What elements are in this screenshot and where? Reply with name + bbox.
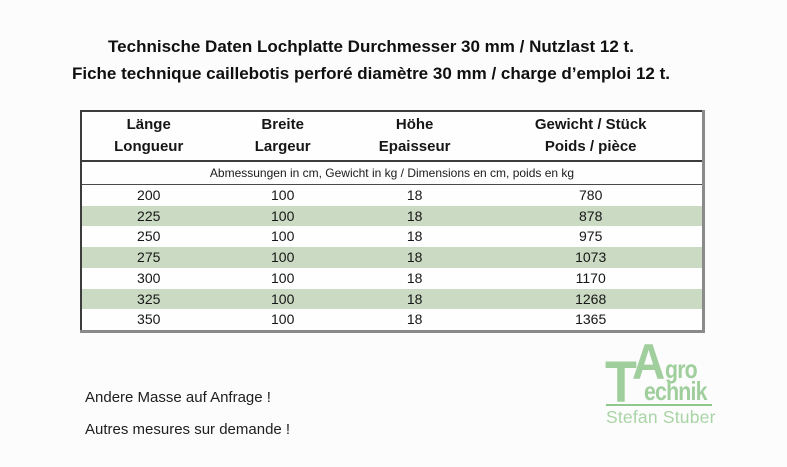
table-cell: 100 [271, 290, 295, 307]
table-cell: 1170 [575, 269, 606, 286]
table-cell: 18 [406, 311, 423, 328]
column-header-width-de: Breite [261, 116, 304, 133]
table-row: 275 100 18 1073 [81, 247, 704, 268]
logo-divider-line [606, 404, 712, 406]
table-row: 225 100 18 878 [81, 205, 704, 227]
logo-letter-t: T [605, 350, 637, 415]
column-header-length-de: Länge [126, 116, 171, 133]
table-cell: 225 [137, 207, 161, 224]
spec-table-body: 200 100 18 780 225 100 18 878 250 100 18 975 275 100 1… [81, 185, 704, 332]
table-row: 325 100 18 1268 [81, 288, 704, 310]
table-cell: 100 [271, 269, 295, 286]
title-block: Technische Daten Lochplatte Durchmesser … [0, 33, 742, 87]
note-german: Andere Masse auf Anfrage ! [85, 389, 271, 406]
table-row: 200 100 18 780 [81, 185, 704, 206]
table-cell: 100 [271, 249, 295, 266]
table-cell: 100 [271, 207, 295, 224]
logo-owner-name: Stefan Stuber [606, 407, 716, 427]
column-header-width-fr: Largeur [254, 138, 311, 155]
page-title-french: Fiche technique caillebotis perforé diam… [71, 64, 670, 83]
table-cell: 200 [137, 187, 161, 203]
table-cell: 250 [137, 228, 161, 245]
logo-word-echnik: echnik [644, 376, 707, 406]
table-cell: 1268 [575, 290, 607, 307]
table-cell: 18 [406, 269, 423, 286]
column-header-height-de: Höhe [395, 116, 434, 133]
table-cell: 18 [406, 207, 423, 224]
table-row: 350 100 18 1365 [81, 309, 704, 331]
units-note: Abmessungen in cm, Gewicht in kg / Dimen… [81, 161, 704, 185]
spec-table: Länge Longueur Breite Largeur Höhe Epais… [80, 110, 705, 333]
logo-word-gro: gro [665, 354, 698, 384]
table-cell: 325 [137, 290, 161, 307]
column-header-weight: Gewicht / Stück Poids / pièce [479, 111, 704, 162]
table-row: 300 100 18 1170 [81, 268, 704, 289]
column-header-width: Breite Largeur [215, 111, 350, 162]
column-header-height: Höhe Epaisseur [349, 111, 480, 162]
table-cell: 18 [406, 249, 423, 266]
note-french: Autres mesures sur demande ! [85, 421, 291, 438]
logo-letter-a: A [632, 334, 666, 390]
table-cell: 1073 [575, 249, 607, 266]
table-cell: 18 [406, 290, 423, 307]
column-header-length-fr: Longueur [114, 138, 184, 155]
agro-technik-logo: A T gro echnik Stefan Stuber [605, 334, 717, 427]
column-header-weight-fr: Poids / pièce [544, 138, 637, 155]
table-cell: 100 [271, 228, 295, 245]
table-cell: 100 [271, 311, 295, 328]
table-cell: 18 [406, 187, 423, 203]
spec-table-header: Länge Longueur Breite Largeur Höhe Epais… [81, 111, 704, 185]
table-cell: 300 [137, 269, 161, 286]
page-title-german: Technische Daten Lochplatte Durchmesser … [108, 37, 634, 56]
table-cell: 275 [137, 249, 161, 266]
table-cell: 18 [406, 228, 423, 245]
table-cell: 100 [271, 187, 295, 203]
table-cell: 780 [579, 187, 603, 203]
table-cell: 975 [579, 228, 603, 245]
column-header-height-fr: Epaisseur [378, 138, 451, 155]
table-row: 250 100 18 975 [81, 226, 704, 247]
table-cell: 350 [137, 311, 161, 328]
table-cell: 878 [579, 207, 603, 224]
column-header-length: Länge Longueur [81, 111, 216, 162]
column-header-weight-de: Gewicht / Stück [534, 116, 647, 133]
table-cell: 1365 [575, 311, 607, 328]
